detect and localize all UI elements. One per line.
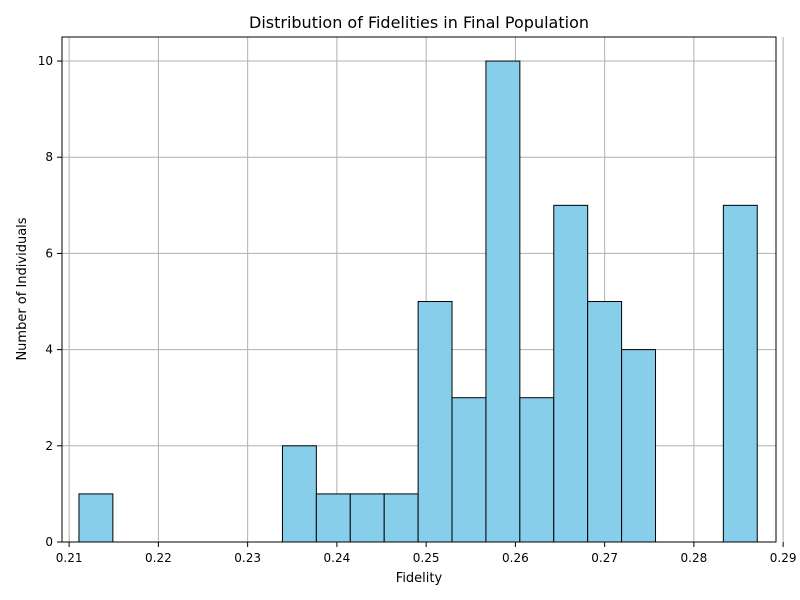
- x-tick-label: 0.23: [234, 551, 261, 565]
- histogram-bar: [281, 445, 317, 543]
- histogram-bar: [722, 204, 758, 543]
- y-axis-label: Number of Individuals: [15, 217, 30, 360]
- plot-frame: [61, 36, 777, 543]
- x-tick-label: 0.28: [681, 551, 708, 565]
- histogram-bar: [553, 204, 589, 543]
- x-tick-label: 0.25: [413, 551, 440, 565]
- x-tick-label: 0.27: [591, 551, 618, 565]
- y-tick-label: 0: [45, 535, 53, 549]
- chart-title: Distribution of Fidelities in Final Popu…: [249, 13, 589, 32]
- histogram-bar: [78, 493, 114, 543]
- histogram-bar: [621, 349, 657, 543]
- x-tick-label: 0.26: [502, 551, 529, 565]
- histogram-bar: [315, 493, 351, 543]
- x-axis-label: Fidelity: [396, 571, 443, 586]
- x-tick-label: 0.24: [324, 551, 351, 565]
- x-tick-label: 0.22: [145, 551, 172, 565]
- y-tick-label: 4: [45, 343, 53, 357]
- histogram-bar: [417, 301, 453, 543]
- histogram-bar: [519, 397, 555, 543]
- y-axis-ticks: 0 2 4 6 8 10: [38, 54, 62, 549]
- histogram-bar: [349, 493, 385, 543]
- histogram-bars: [78, 60, 758, 543]
- x-tick-label: 0.29: [770, 551, 797, 565]
- y-tick-label: 6: [45, 246, 53, 260]
- histogram-bar: [485, 60, 521, 543]
- y-tick-label: 8: [45, 150, 53, 164]
- x-tick-label: 0.21: [56, 551, 83, 565]
- y-tick-label: 2: [45, 439, 53, 453]
- histogram-bar: [587, 301, 623, 543]
- y-tick-label: 10: [38, 54, 53, 68]
- histogram-bar: [383, 493, 419, 543]
- x-axis-ticks: 0.21 0.22 0.23 0.24 0.25 0.26 0.27 0.28 0.29: [56, 542, 797, 565]
- histogram-bar: [451, 397, 487, 543]
